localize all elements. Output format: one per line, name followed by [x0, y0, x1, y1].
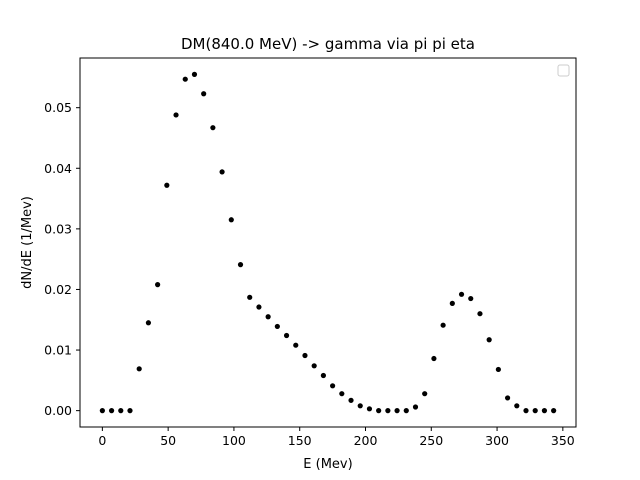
- data-point: [228, 217, 234, 223]
- data-point: [385, 408, 391, 414]
- data-point: [339, 391, 345, 397]
- data-point: [320, 372, 326, 379]
- data-point: [201, 91, 207, 97]
- data-point: [357, 403, 363, 409]
- x-tick-label: 200: [354, 433, 378, 448]
- x-tick-label: 0: [98, 433, 106, 448]
- data-point: [145, 320, 152, 326]
- y-tick-label: 0.00: [44, 403, 72, 418]
- data-point: [504, 395, 511, 401]
- data-point: [127, 408, 133, 414]
- data-point: [532, 408, 538, 414]
- data-point: [219, 169, 225, 175]
- y-tick-label: 0.04: [44, 161, 72, 176]
- x-axis-label: E (Mev): [303, 457, 352, 472]
- x-tick-label: 100: [222, 433, 246, 448]
- plot-area: [79, 57, 577, 428]
- data-point: [495, 366, 501, 373]
- x-tick-label: 300: [485, 433, 509, 448]
- data-point: [412, 404, 419, 410]
- x-tick-label: 250: [419, 433, 443, 448]
- data-point: [449, 300, 455, 306]
- legend-box: [557, 64, 570, 77]
- data-point: [256, 304, 262, 310]
- x-tick-label: 350: [551, 433, 575, 448]
- data-point: [394, 408, 400, 414]
- data-point: [403, 408, 409, 414]
- data-point: [311, 363, 317, 369]
- y-tick-label: 0.05: [44, 100, 72, 115]
- data-point: [468, 295, 474, 302]
- data-point: [458, 291, 465, 297]
- data-point: [523, 408, 529, 414]
- data-point: [265, 314, 271, 320]
- data-point: [210, 125, 216, 131]
- data-point: [108, 408, 115, 414]
- data-point: [173, 112, 179, 118]
- data-point: [182, 76, 188, 82]
- x-tick-label: 50: [160, 433, 176, 448]
- y-tick-label: 0.02: [44, 282, 72, 297]
- data-point: [431, 355, 437, 362]
- data-point: [293, 342, 299, 348]
- data-point: [514, 403, 520, 409]
- data-point: [99, 408, 105, 414]
- data-point: [541, 408, 548, 414]
- y-axis: 0.00 0.01 0.02 0.03 0.04 0.05: [44, 100, 80, 418]
- data-point: [551, 408, 557, 414]
- data-point: [283, 332, 290, 339]
- data-point: [118, 408, 124, 414]
- x-tick-label: 150: [288, 433, 312, 448]
- data-point: [247, 294, 253, 300]
- data-point: [237, 262, 244, 268]
- data-point: [136, 366, 142, 372]
- data-point: [486, 337, 492, 343]
- data-point: [376, 408, 382, 414]
- data-point: [302, 352, 308, 359]
- data-point: [422, 391, 428, 397]
- data-point: [155, 282, 161, 288]
- x-axis: 0 50 100 150 200 250 300 350: [98, 427, 575, 448]
- chart-title: DM(840.0 MeV) -> gamma via pi pi eta: [181, 35, 475, 53]
- data-points: [99, 71, 557, 414]
- data-point: [440, 322, 446, 328]
- data-point: [164, 182, 170, 188]
- data-point: [191, 71, 198, 77]
- y-tick-label: 0.01: [44, 343, 72, 358]
- y-tick-label: 0.03: [44, 221, 72, 236]
- data-point: [348, 397, 354, 403]
- data-point: [366, 406, 373, 412]
- data-point: [330, 383, 336, 389]
- data-point: [477, 311, 483, 317]
- data-point: [274, 323, 280, 330]
- y-axis-label: dN/dE (1/Mev): [20, 196, 35, 289]
